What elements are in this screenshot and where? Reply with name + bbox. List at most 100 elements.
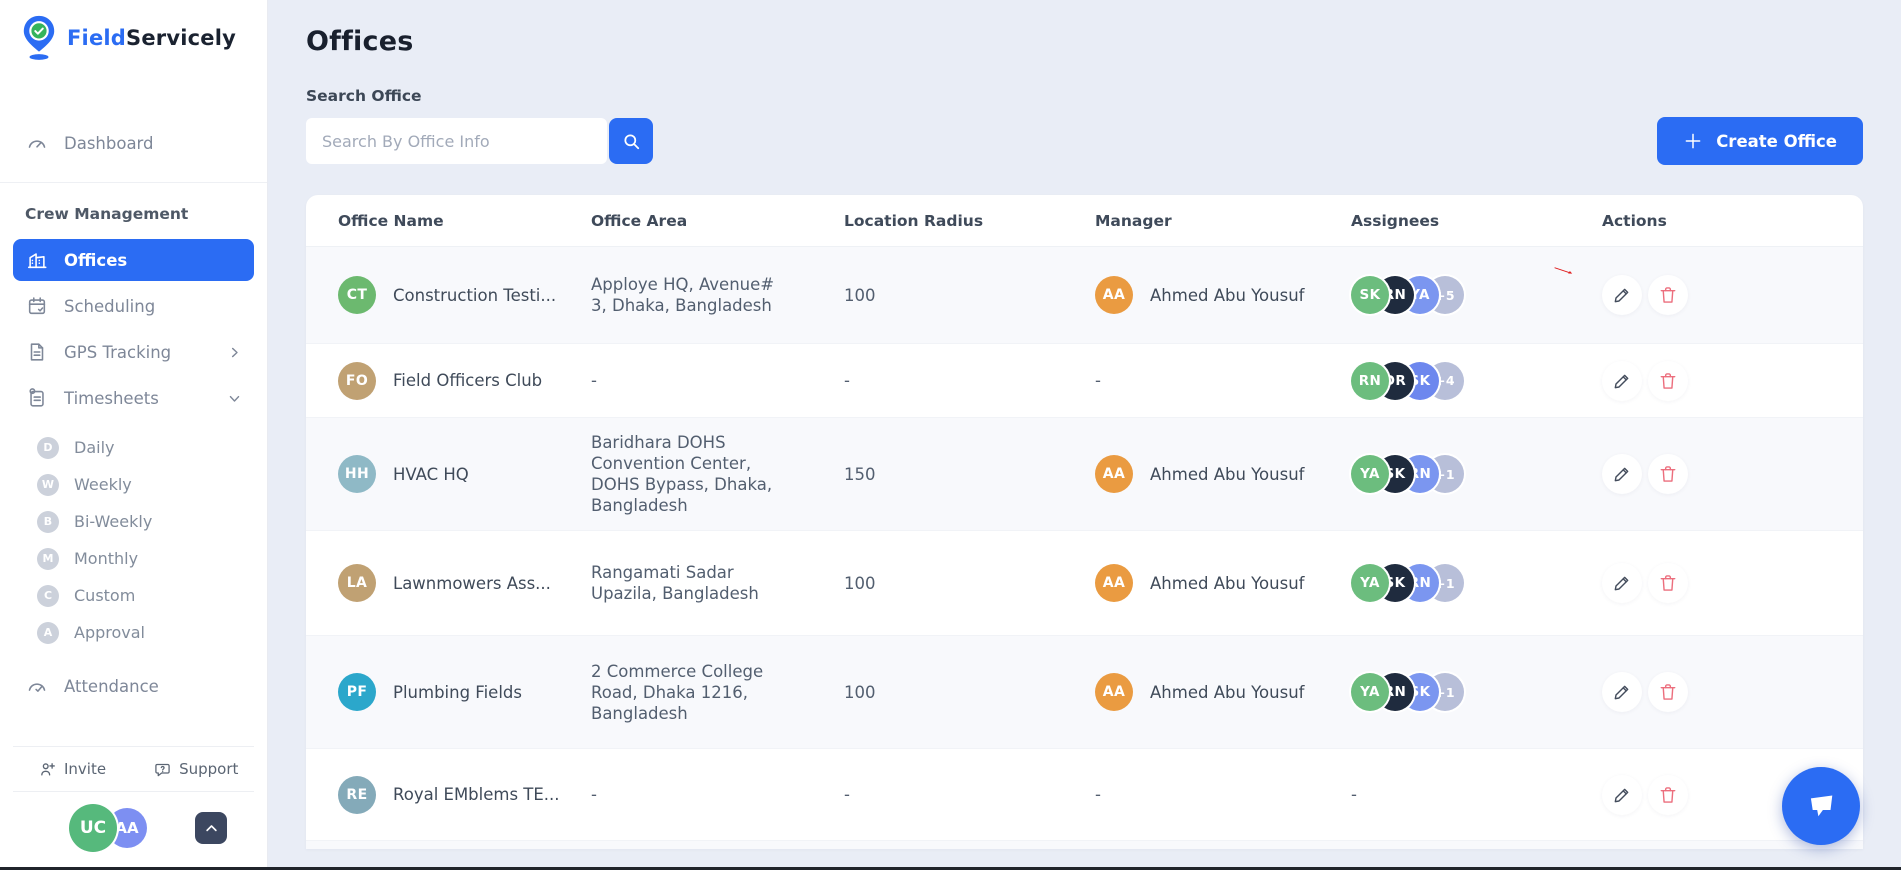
location-radius: 150 [844, 464, 876, 484]
page-title: Offices [306, 26, 414, 57]
column-header-office-area: Office Area [591, 211, 688, 230]
sidebar-footer: Invite Support UC AA [13, 746, 254, 870]
location-radius: - [844, 371, 850, 390]
edit-office-button[interactable] [1602, 454, 1642, 494]
assignees-cell: RN DR SK +4 [1351, 361, 1602, 400]
delete-office-button[interactable] [1648, 454, 1688, 494]
sidebar-subitem-approval[interactable]: A Approval [13, 614, 254, 651]
delete-office-button[interactable] [1648, 275, 1688, 315]
office-area: Baridhara DOHS Convention Center, DOHS B… [591, 433, 773, 515]
letter-badge-icon: B [37, 510, 59, 533]
search-button[interactable] [609, 118, 653, 164]
trash-icon [1658, 371, 1678, 391]
pencil-icon [1612, 573, 1632, 593]
delete-office-button[interactable] [1648, 774, 1688, 815]
letter-badge-icon: M [37, 547, 59, 570]
office-avatar: PF [338, 673, 376, 711]
column-header-office-name: Office Name [338, 211, 444, 230]
manager-cell: AA Ahmed Abu Yousuf [1095, 673, 1351, 711]
screenshot-bottom-edge [0, 867, 1901, 870]
actions-cell [1602, 454, 1863, 494]
assignees-empty: - [1351, 785, 1357, 804]
plus-icon [1685, 133, 1701, 149]
sidebar-subitem-custom[interactable]: C Custom [13, 577, 254, 614]
office-avatar: RE [338, 775, 376, 814]
manager-name: Ahmed Abu Yousuf [1150, 464, 1305, 484]
sidebar-item-scheduling[interactable]: Scheduling [13, 285, 254, 327]
avatar[interactable]: UC [69, 804, 117, 852]
delete-office-button[interactable] [1648, 360, 1688, 401]
assignee-avatar[interactable]: RN [1351, 361, 1389, 400]
sidebar-subitem-monthly[interactable]: M Monthly [13, 540, 254, 577]
office-name: Plumbing Fields [393, 682, 522, 702]
sidebar-subitem-weekly[interactable]: W Weekly [13, 466, 254, 503]
chat-bubble-icon [1810, 795, 1833, 817]
assignee-avatar[interactable]: YA [1351, 673, 1389, 711]
table-row: HH HVAC HQ Baridhara DOHS Convention Cente… [306, 418, 1863, 531]
sidebar-item-offices[interactable]: Offices [13, 239, 254, 281]
chat-widget-button[interactable] [1782, 767, 1860, 845]
crew-management-section-label: Crew Management [25, 205, 189, 223]
document-icon [25, 340, 49, 364]
edit-office-button[interactable] [1602, 774, 1642, 815]
sidebar-item-label: Scheduling [64, 296, 156, 316]
office-name: HVAC HQ [393, 464, 469, 484]
letter-badge-icon: D [37, 436, 59, 459]
sidebar-nav: Dashboard Crew Management Offices Schedul… [0, 72, 267, 870]
chevron-right-icon [227, 345, 242, 360]
location-radius: 100 [844, 682, 876, 702]
sidebar: FieldServicely Dashboard Crew Management… [0, 0, 268, 870]
manager-name: Ahmed Abu Yousuf [1150, 682, 1305, 702]
search-office-label: Search Office [306, 87, 422, 105]
assignee-avatar[interactable]: SK [1351, 276, 1389, 314]
assignee-avatar[interactable]: YA [1351, 455, 1389, 493]
edit-office-button[interactable] [1554, 267, 1642, 315]
office-area: 2 Commerce College Road, Dhaka 1216, Ban… [591, 661, 764, 723]
sidebar-item-label: Offices [64, 250, 128, 270]
crew-nav-list: Offices Scheduling GPS Tracking Timesheets [13, 239, 254, 419]
delete-office-button[interactable] [1648, 672, 1688, 712]
sidebar-subitem-bi-weekly[interactable]: B Bi-Weekly [13, 503, 254, 540]
actions-cell [1602, 360, 1863, 401]
sidebar-item-gps-tracking[interactable]: GPS Tracking [13, 331, 254, 373]
sidebar-item-attendance[interactable]: Attendance [13, 665, 254, 707]
timesheets-sub-list: D Daily W Weekly B Bi-Weekly M Monthly C Custom A A… [13, 429, 254, 651]
sidebar-item-dashboard[interactable]: Dashboard [13, 122, 254, 164]
location-radius: - [844, 785, 850, 804]
actions-cell [1554, 267, 1863, 315]
sidebar-subitem-daily[interactable]: D Daily [13, 429, 254, 466]
column-header-actions: Actions [1602, 211, 1667, 230]
search-input[interactable] [306, 118, 607, 164]
office-name: Royal EMblems TE... [393, 785, 560, 804]
office-area: Apploye HQ, Avenue# 3, Dhaka, Bangladesh [591, 275, 775, 315]
trash-icon [1658, 464, 1678, 484]
assignee-avatar[interactable]: YA [1351, 564, 1389, 602]
gauge-check-icon [25, 674, 49, 698]
office-avatar: HH [338, 455, 376, 493]
brand-name: FieldServicely [67, 26, 237, 50]
table-row: LA Lawnmowers Ass... Rangamati Sadar Upazi… [306, 531, 1863, 636]
delete-office-button[interactable] [1648, 563, 1688, 603]
sidebar-collapse-button[interactable] [195, 812, 227, 844]
invite-button[interactable]: Invite [39, 760, 106, 778]
edit-office-button[interactable] [1602, 563, 1642, 603]
person-plus-icon [39, 761, 56, 778]
controls-row: Create Office [306, 117, 1863, 165]
sidebar-subitem-label: Approval [74, 623, 145, 642]
assignee-stack: RN DR SK +4 [1351, 361, 1464, 400]
trash-icon [1658, 682, 1678, 702]
office-name: Lawnmowers Ass... [393, 573, 551, 593]
support-button[interactable]: Support [154, 760, 238, 778]
sidebar-item-label: GPS Tracking [64, 342, 172, 362]
assignees-cell: YA SK RN +1 [1351, 564, 1602, 602]
sidebar-divider [0, 182, 267, 183]
location-radius: 100 [844, 573, 876, 593]
user-avatars: UC AA [13, 792, 254, 870]
edit-office-button[interactable] [1602, 360, 1642, 401]
chevron-up-icon [205, 824, 217, 831]
location-radius: 100 [844, 285, 876, 305]
edit-office-button[interactable] [1602, 672, 1642, 712]
sidebar-item-timesheets[interactable]: Timesheets [13, 377, 254, 419]
create-office-button[interactable]: Create Office [1657, 117, 1863, 165]
timesheet-icon [25, 386, 49, 410]
